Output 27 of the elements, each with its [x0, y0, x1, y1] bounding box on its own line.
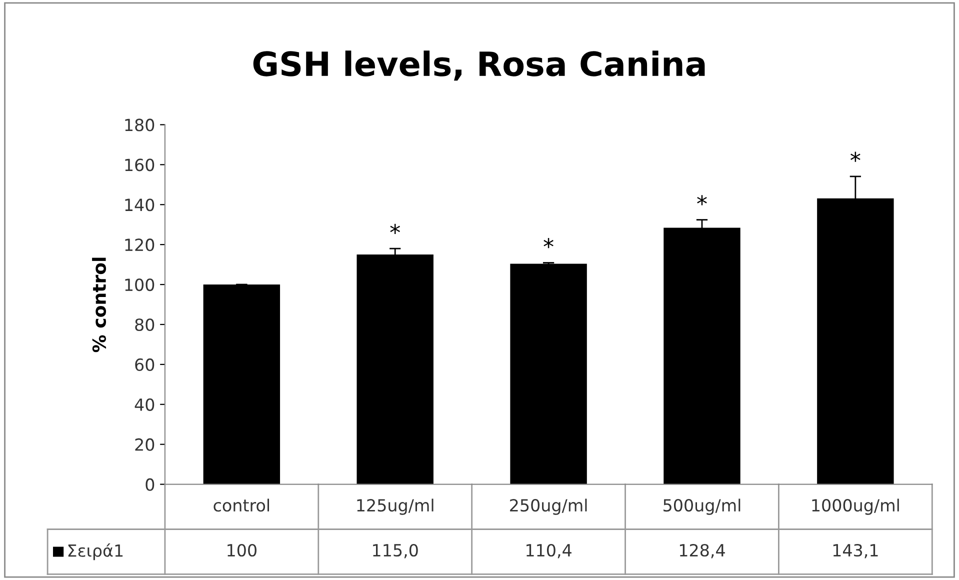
- y-tick-label: 80: [135, 318, 154, 332]
- data-label: 143,1: [833, 544, 878, 558]
- y-tick-label: 160: [125, 158, 154, 172]
- y-tick-label: 40: [134, 398, 154, 411]
- legend-label: Σειρά1: [68, 543, 123, 560]
- y-axis-title: % control: [92, 258, 106, 352]
- x-tick-label: 125ug/ml: [357, 498, 434, 515]
- x-tick-label: 1000ug/ml: [812, 498, 899, 515]
- chart-title: GSH levels, Rosa Canina: [253, 50, 705, 81]
- data-label: 110,4: [526, 544, 572, 558]
- annotation: *: [544, 238, 554, 248]
- annotation: *: [697, 195, 707, 206]
- x-tick-label: control: [214, 498, 269, 512]
- data-label: 100: [228, 544, 256, 557]
- y-tick-label: 120: [125, 238, 154, 252]
- x-tick-label: 250ug/ml: [510, 498, 587, 515]
- y-tick-label: 140: [125, 198, 154, 212]
- x-tick-label: 500ug/ml: [664, 498, 740, 515]
- y-tick-label: 60: [135, 358, 154, 371]
- y-tick-label: 0: [146, 478, 154, 491]
- y-tick-label: 180: [125, 118, 154, 132]
- annotation: *: [850, 152, 860, 162]
- data-label: 115,0: [373, 544, 418, 558]
- y-tick-label: 20: [135, 438, 154, 451]
- annotation: *: [390, 224, 400, 234]
- y-tick-label: 100: [125, 278, 154, 292]
- data-label: 128,4: [680, 544, 725, 558]
